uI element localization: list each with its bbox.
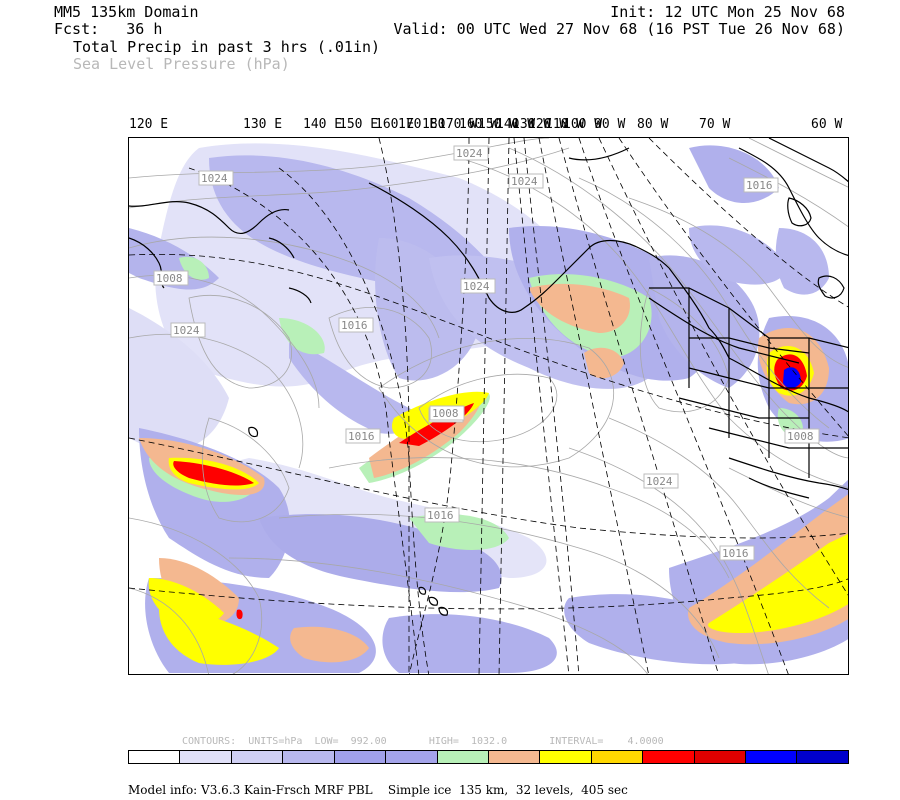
isobar-label-2: 1024 (453, 145, 489, 161)
isobar-label-6: 1016 (338, 317, 374, 333)
isobar-label-text: 1016 (427, 509, 454, 522)
isobar-label-9: 1024 (460, 278, 496, 294)
colorbar-cell (643, 751, 695, 763)
colorbar-cell (488, 751, 541, 763)
isobar-label-text: 1016 (722, 547, 749, 560)
isobar-label-text: 1008 (787, 430, 814, 443)
lon-label-150w: 150 W (478, 117, 518, 132)
isobar-label-14: 1016 (743, 177, 779, 193)
lon-label-160e: 160 E (375, 117, 415, 132)
colorbar-cell (386, 751, 438, 763)
lon-label-70w: 70 W (699, 117, 731, 132)
model-info: Model info: V3.6.3 Kain-Frsch MRF PBL Si… (128, 783, 628, 797)
lon-label-130w: 130 W (512, 117, 552, 132)
isobar-label-11: 1008 (784, 428, 820, 444)
lon-label-110w: 110 W (545, 117, 585, 132)
isobar-label-text: 1024 (646, 475, 673, 488)
isobar-labels: 1024 1024 1024 1008 1024 1016 1008 1016 … (153, 145, 820, 561)
colorbar-cell (129, 751, 181, 763)
lon-label-100w: 100 W (563, 117, 603, 132)
field-title-slp: Sea Level Pressure (hPa) (73, 55, 290, 73)
lon-label-60w: 60 W (811, 117, 843, 132)
isobar-label-13: 1024 (643, 473, 679, 489)
isobar-label-4: 1008 (153, 270, 189, 286)
isobar-label-5: 1024 (170, 322, 206, 338)
colorbar-cell (694, 751, 747, 763)
isobar-label-text: 1024 (511, 175, 538, 188)
lon-label-150e: 150 E (339, 117, 379, 132)
lon-label-80w: 80 W (637, 117, 669, 132)
isobar-label-15: 1008 (429, 405, 465, 421)
lon-label-130e: 130 E (243, 117, 283, 132)
isobar-label-10: 1016 (424, 507, 460, 523)
lon-label-180: 180 (422, 117, 446, 132)
isobar-label-text: 1024 (463, 280, 490, 293)
lon-label-90w: 90 W (594, 117, 626, 132)
forecast-hour: Fcst: 36 h (54, 20, 163, 38)
isobar-label-text: 1016 (746, 179, 773, 192)
lon-label-170e: 170 E (398, 117, 438, 132)
field-title-precip: Total Precip in past 3 hrs (.01in) (73, 38, 381, 56)
isobar-label-text: 1016 (341, 319, 368, 332)
precip-colorbar (128, 750, 849, 764)
isobar-label-text: 1024 (173, 324, 200, 337)
lon-label-140e: 140 E (303, 117, 343, 132)
domain-label: MM5 135km Domain (54, 3, 199, 21)
lon-label-120e: 120 E (129, 117, 169, 132)
valid-time: Valid: 00 UTC Wed 27 Nov 68 (16 PST Tue … (393, 20, 845, 38)
isobar-label-text: 1008 (156, 272, 183, 285)
lon-label-120w: 120 W (528, 117, 568, 132)
colorbar-cell (591, 751, 644, 763)
isobar-label-3: 1024 (508, 173, 544, 189)
colorbar-cell (231, 751, 284, 763)
isobar-label-text: 1016 (348, 430, 375, 443)
map-canvas: 1024 1024 1024 1008 1024 1016 1008 1016 … (129, 138, 848, 674)
colorbar-cell (540, 751, 592, 763)
colorbar-cell (283, 751, 335, 763)
forecast-map: 1024 1024 1024 1008 1024 1016 1008 1016 … (128, 137, 849, 675)
lon-label-170w: 170 W (438, 117, 478, 132)
colorbar-cell (797, 751, 848, 763)
isobar-label-12: 1016 (719, 545, 755, 561)
lon-label-160w: 160 W (459, 117, 499, 132)
colorbar-cell (180, 751, 232, 763)
lon-label-140w: 140 W (496, 117, 536, 132)
isobar-label-text: 1024 (201, 172, 228, 185)
precip-shading (129, 143, 848, 673)
isobar-label-8: 1016 (345, 428, 381, 444)
colorbar-cell (437, 751, 489, 763)
init-time: Init: 12 UTC Mon 25 Nov 68 (610, 3, 845, 21)
contour-info: CONTOURS: UNITS=hPa LOW= 992.00 HIGH= 10… (182, 736, 664, 747)
coastlines (129, 138, 848, 616)
colorbar-cell (746, 751, 798, 763)
isobar-label-text: 1008 (432, 407, 459, 420)
isobar-label-text: 1024 (456, 147, 483, 160)
isobar-label-1: 1024 (198, 170, 234, 186)
colorbar-cell (334, 751, 387, 763)
